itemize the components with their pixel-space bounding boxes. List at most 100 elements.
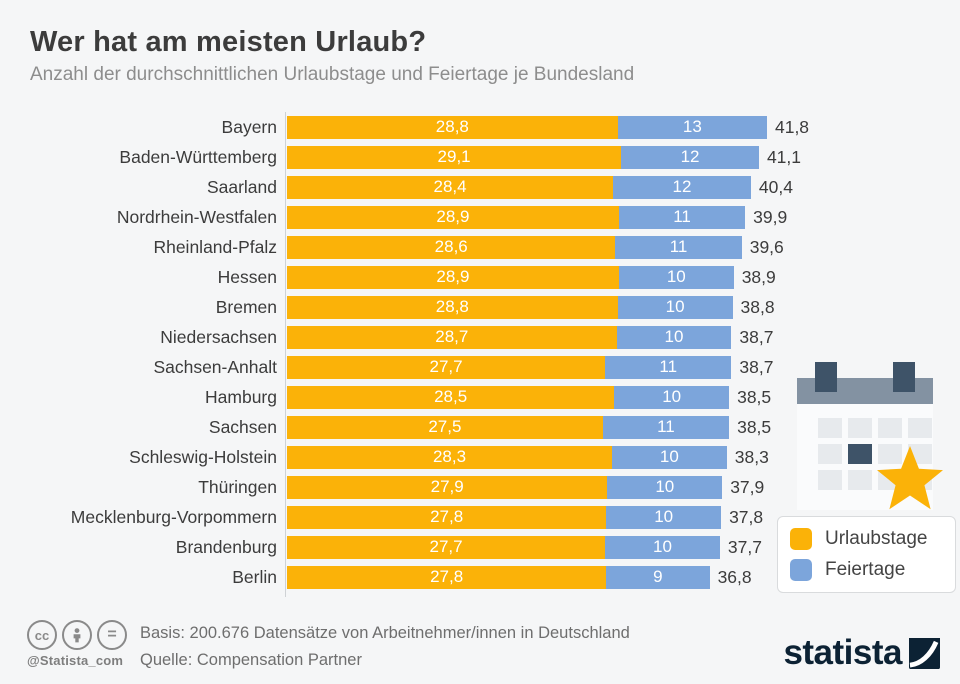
feiertage-value-label: 9 [653,567,663,586]
urlaubstage-bar-segment: 27,8 [287,505,607,529]
page-subtitle: Anzahl der durchschnittlichen Urlaubstag… [30,64,635,85]
urlaubstage-bar-segment: 28,6 [287,235,616,259]
urlaubstage-bar-segment: 28,4 [287,175,614,199]
feiertage-value-label: 11 [657,417,675,436]
bar-row: Hamburg 28,5 10 38,5 [0,382,960,412]
category-label: Baden-Württemberg [119,146,277,167]
urlaubstage-value-label: 27,8 [430,567,464,586]
feiertage-bar-segment: 12 [613,175,751,199]
feiertage-bar-segment: 10 [606,505,722,529]
total-value-label: 38,5 [737,386,772,407]
urlaubstage-bar-segment: 27,7 [287,355,606,379]
total-value-label: 38,3 [734,446,769,467]
total-value-label: 39,6 [749,236,784,257]
feiertage-value-label: 10 [659,447,679,466]
calendar-icon [797,362,943,510]
bar-track: 27,8 10 37,8 [287,505,764,529]
category-label: Saarland [206,176,277,197]
bar-track: 27,9 10 37,9 [287,475,765,499]
category-label: Sachsen-Anhalt [153,356,277,377]
urlaubstage-value-label: 28,9 [436,207,470,226]
urlaubstage-value-label: 29,1 [437,147,471,166]
feiertage-bar-segment: 13 [617,115,767,139]
bar-row: Sachsen-Anhalt 27,7 11 38,7 [0,352,960,382]
category-label: Hamburg [205,386,277,407]
category-label: Schleswig-Holstein [129,446,277,467]
feiertage-bar-segment: 11 [602,415,730,439]
statista-logo-text: statista [783,633,902,672]
category-label: Hessen [217,266,277,287]
feiertage-value-label: 11 [673,207,691,226]
urlaubstage-value-label: 28,8 [435,297,469,316]
source-note: Basis: 200.676 Datensätze von Arbeitnehm… [140,620,630,674]
bar-row: Hessen 28,9 10 38,9 [0,262,960,292]
feiertage-value-label: 10 [666,267,686,286]
bar-track: 27,5 11 38,5 [287,415,772,439]
bar-track: 28,5 10 38,5 [287,385,772,409]
total-value-label: 37,9 [730,476,765,497]
total-value-label: 38,9 [741,266,776,287]
bar-row: Berlin 27,8 9 36,8 [0,562,960,592]
total-value-label: 41,1 [766,146,802,167]
total-value-label: 38,5 [737,416,772,437]
chart-baseline-axis [285,112,286,597]
total-value-label: 38,7 [739,326,774,347]
urlaubstage-value-label: 28,6 [434,237,468,256]
feiertage-value-label: 10 [664,327,684,346]
urlaubstage-bar-segment: 28,9 [287,205,619,229]
feiertage-bar-segment: 9 [606,565,710,589]
bar-row: Mecklenburg-Vorpommern 27,8 10 37,8 [0,502,960,532]
bar-row: Sachsen 27,5 11 38,5 [0,412,960,442]
legend-item-feiertage: Feiertage [790,559,943,581]
total-value-label: 37,8 [729,506,764,527]
category-label: Berlin [232,566,277,587]
stacked-bar-chart: Bayern 28,8 13 41,8 Baden-Württemberg 29… [0,112,960,592]
feiertage-bar-segment: 11 [605,355,732,379]
feiertage-value-label: 10 [654,507,674,526]
urlaubstage-bar-segment: 27,9 [287,475,608,499]
total-value-label: 38,8 [740,296,775,317]
feiertage-value-label: 10 [653,537,672,556]
urlaubstage-value-label: 28,3 [432,447,467,466]
feiertage-bar-segment: 10 [611,445,727,469]
bar-track: 27,8 9 36,8 [287,565,752,589]
feiertage-bar-segment: 10 [618,265,734,289]
urlaubstage-bar-segment: 28,9 [287,265,619,289]
feiertage-swatch-icon [790,559,812,581]
feiertage-value-label: 10 [665,297,685,316]
legend-label: Urlaubstage [825,528,928,549]
category-label: Thüringen [198,476,277,497]
urlaubstage-value-label: 27,5 [428,417,462,436]
category-label: Rheinland-Pfalz [153,236,277,257]
urlaubstage-swatch-icon [790,528,812,550]
source-line: Quelle: Compensation Partner [140,651,362,669]
urlaubstage-bar-segment: 28,8 [287,115,618,139]
urlaubstage-bar-segment: 27,5 [287,415,603,439]
urlaubstage-value-label: 28,8 [435,117,469,136]
star-icon [877,446,943,510]
bar-row: Bremen 28,8 10 38,8 [0,292,960,322]
feiertage-bar-segment: 10 [616,325,732,349]
legend-label: Feiertage [825,559,906,580]
bar-row: Baden-Württemberg 29,1 12 41,1 [0,142,960,172]
bar-track: 28,9 11 39,9 [287,205,787,229]
feiertage-bar-segment: 10 [617,295,733,319]
urlaubstage-bar-segment: 27,8 [287,565,607,589]
bar-row: Brandenburg 27,7 10 37,7 [0,532,960,562]
category-label: Sachsen [208,416,277,437]
statista-logo: statista [783,633,940,673]
bar-row: Rheinland-Pfalz 28,6 11 39,6 [0,232,960,262]
bar-row: Niedersachsen 28,7 10 38,7 [0,322,960,352]
bar-row: Thüringen 27,9 10 37,9 [0,472,960,502]
bar-track: 28,4 12 40,4 [287,175,793,199]
feiertage-bar-segment: 12 [621,145,759,169]
basis-line: Basis: 200.676 Datensätze von Arbeitnehm… [140,624,630,642]
total-value-label: 41,8 [774,116,810,137]
urlaubstage-bar-segment: 28,3 [287,445,612,469]
urlaubstage-value-label: 28,7 [435,327,469,346]
urlaubstage-value-label: 27,7 [429,537,463,556]
bar-track: 29,1 12 41,1 [287,145,802,169]
category-label: Niedersachsen [160,326,277,347]
urlaubstage-bar-segment: 29,1 [287,145,622,169]
